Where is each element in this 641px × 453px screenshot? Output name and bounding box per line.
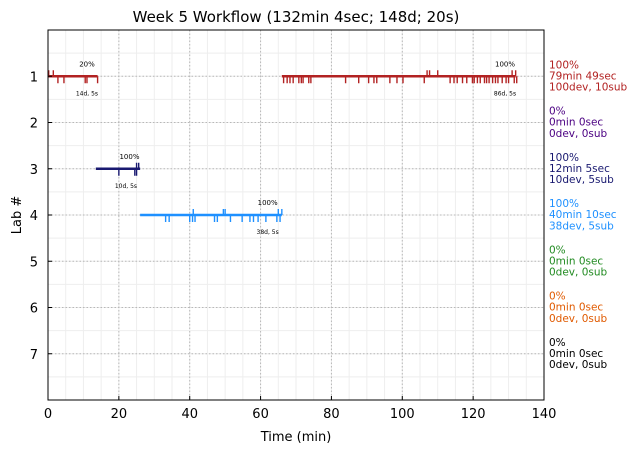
x-tick-label: 40 — [181, 407, 198, 422]
progress-label: 100% — [119, 153, 139, 161]
axis-layer: 0 20 40 60 80 100 120 140 1 2 3 4 5 6 7 — [30, 70, 557, 422]
summary-line: 0% — [549, 291, 566, 303]
x-tick-label: 80 — [323, 407, 340, 422]
summary-line: 0dev, 0sub — [549, 128, 608, 140]
summary-line: 0% — [549, 244, 566, 256]
count-label: 86d, 5s — [494, 90, 516, 97]
x-tick-label: 20 — [111, 407, 128, 422]
summary-line: 100dev, 10sub — [549, 82, 628, 94]
count-label: 10d, 5s — [115, 183, 137, 190]
x-tick-label: 60 — [252, 407, 269, 422]
summary-line: 0min 0sec — [549, 348, 603, 360]
summary-line: 10dev, 5sub — [549, 174, 614, 186]
summary-line: 0dev, 0sub — [549, 359, 608, 371]
y-tick-label: 1 — [30, 70, 38, 85]
count-label: 14d, 5s — [76, 90, 98, 97]
y-tick-label: 3 — [30, 163, 38, 178]
lab-1-series: 20% 100% 14d, 5s 86d, 5s — [48, 60, 518, 97]
x-tick-label: 0 — [44, 407, 52, 422]
y-tick-label: 6 — [30, 302, 38, 317]
summary-line: 38dev, 5sub — [549, 220, 614, 232]
summary-line: 0% — [549, 106, 566, 118]
data-layer: 20% 100% 14d, 5s 86d, 5s 100% 10d, 5s 100% 38d,… — [48, 60, 518, 236]
x-axis-label: Time (min) — [260, 430, 332, 445]
x-tick-label: 100 — [390, 407, 415, 422]
summary-line: 0min 0sec — [549, 255, 603, 267]
summary-line: 100% — [549, 59, 579, 71]
progress-label: 100% — [258, 199, 278, 207]
progress-label: 20% — [79, 60, 95, 68]
summary-line: 0dev, 0sub — [549, 313, 608, 325]
chart-title: Week 5 Workflow (132min 4sec; 148d; 20s) — [133, 8, 460, 26]
summary-line: 100% — [549, 198, 579, 210]
progress-label: 100% — [495, 60, 515, 68]
y-tick-label: 4 — [30, 209, 38, 224]
summary-line: 0dev, 0sub — [549, 267, 608, 279]
y-tick-label: 7 — [30, 348, 38, 363]
summary-line: 0min 0sec — [549, 117, 603, 129]
summary-line: 0% — [549, 337, 566, 349]
grid-layer — [47, 29, 545, 401]
summary-line: 12min 5sec — [549, 163, 610, 175]
count-label: 38d, 5s — [257, 229, 279, 236]
summary-line: 40min 10sec — [549, 209, 617, 221]
x-tick-label: 140 — [532, 407, 557, 422]
y-axis-label: Lab # — [10, 196, 25, 235]
summary-line: 79min 49sec — [549, 70, 617, 82]
lab-4-series: 100% 38d, 5s — [140, 199, 283, 236]
y-tick-label: 5 — [30, 255, 38, 270]
summary-line: 100% — [549, 152, 579, 164]
lab-3-series: 100% 10d, 5s — [95, 153, 141, 190]
y-tick-label: 2 — [30, 117, 38, 132]
x-tick-label: 120 — [461, 407, 486, 422]
summary-line: 0min 0sec — [549, 302, 603, 314]
